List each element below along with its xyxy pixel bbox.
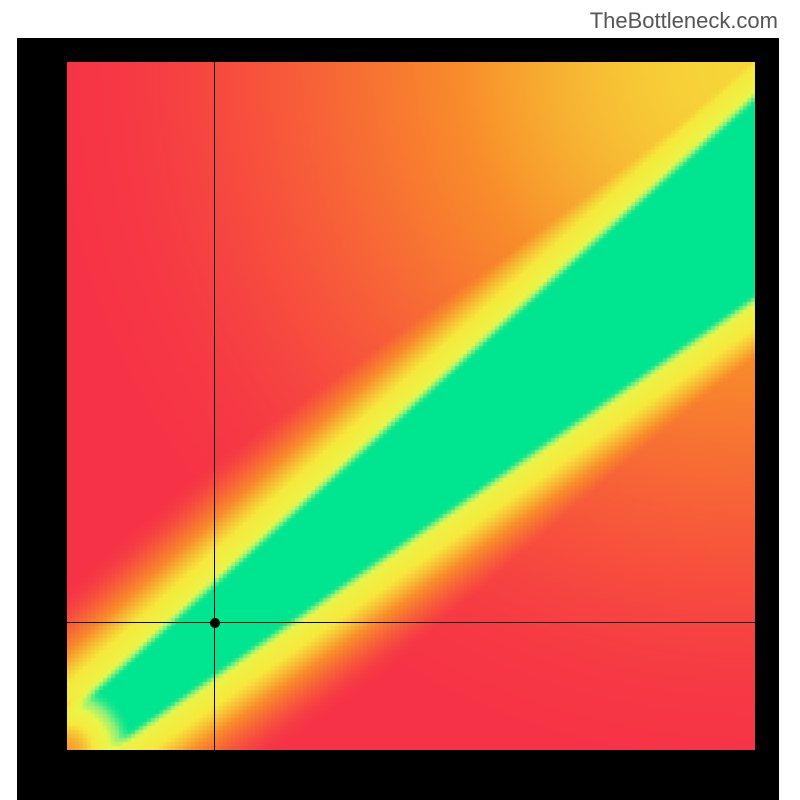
heatmap-canvas bbox=[67, 62, 755, 750]
crosshair-vertical bbox=[214, 62, 215, 750]
chart-container: TheBottleneck.com bbox=[0, 0, 800, 800]
crosshair-marker bbox=[210, 618, 220, 628]
attribution-text: TheBottleneck.com bbox=[590, 8, 778, 34]
crosshair-horizontal bbox=[67, 622, 755, 623]
plot-area bbox=[67, 62, 755, 750]
chart-frame bbox=[17, 38, 779, 800]
